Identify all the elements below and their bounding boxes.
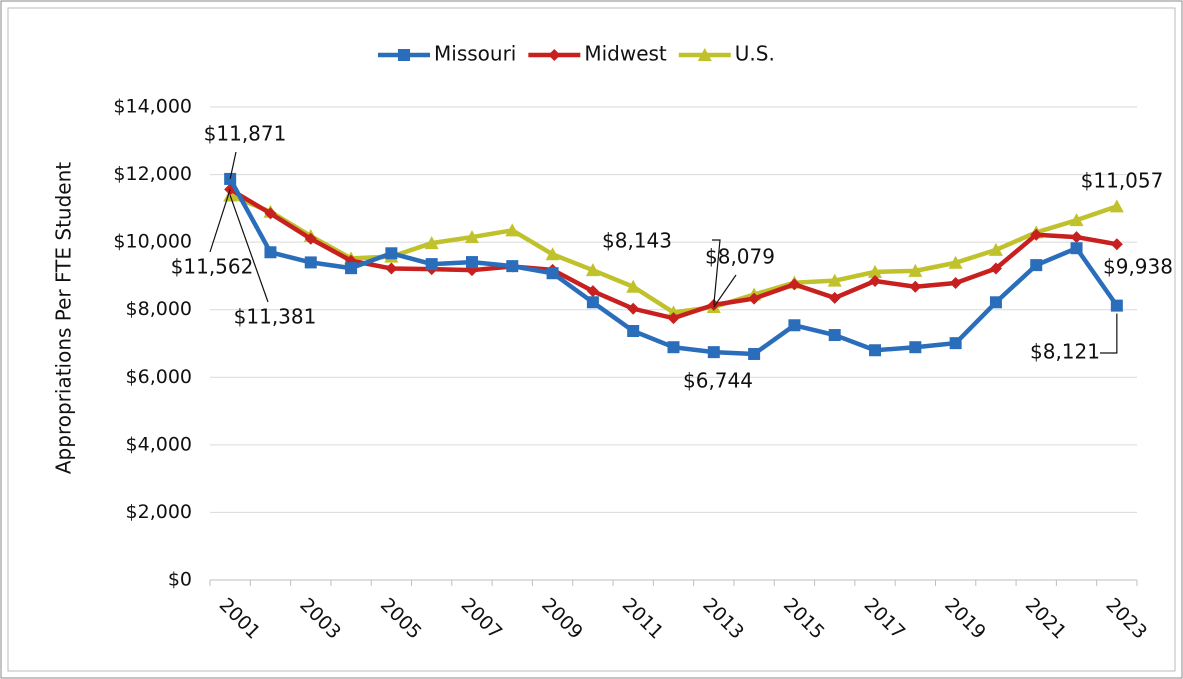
data-label: $11,381: [234, 305, 317, 329]
marker: [546, 267, 559, 280]
marker: [1030, 259, 1043, 272]
marker: [1110, 238, 1123, 251]
marker: [385, 262, 398, 275]
leader-line: [713, 274, 737, 308]
marker: [585, 263, 600, 277]
marker: [506, 260, 519, 273]
marker: [545, 247, 560, 261]
marker: [788, 319, 801, 332]
y-tick-label: $2,000: [126, 501, 192, 523]
marker: [465, 256, 478, 269]
marker: [1069, 213, 1084, 227]
series-markers: [224, 183, 1123, 325]
y-tick-label: $0: [168, 569, 192, 591]
marker: [788, 278, 801, 291]
y-tick-label: $6,000: [126, 366, 192, 388]
marker: [908, 263, 923, 277]
marker: [869, 344, 882, 357]
y-axis-label: Appropriations Per FTE Student: [52, 162, 76, 474]
marker: [748, 347, 761, 360]
y-tick-label: $4,000: [126, 433, 192, 455]
marker: [828, 291, 841, 304]
marker: [748, 292, 761, 305]
marker: [548, 49, 561, 61]
data-label: $8,079: [705, 245, 775, 269]
data-label: $11,871: [204, 122, 287, 146]
marker: [949, 277, 962, 290]
marker: [627, 324, 640, 337]
legend-label: U.S.: [735, 42, 775, 66]
marker: [627, 302, 640, 315]
marker: [828, 329, 841, 342]
leader-line: [229, 151, 237, 180]
marker: [949, 337, 962, 350]
marker: [667, 341, 680, 354]
marker: [586, 285, 599, 298]
legend-label: Midwest: [584, 42, 667, 66]
marker: [869, 274, 882, 287]
marker: [626, 279, 641, 293]
data-label: $11,057: [1081, 169, 1164, 193]
data-label: $11,562: [171, 255, 254, 279]
y-tick-label: $8,000: [126, 298, 192, 320]
plot-frame: [7, 7, 1176, 672]
marker: [1070, 231, 1083, 244]
marker: [586, 296, 599, 309]
legend-label: Missouri: [434, 42, 516, 66]
marker: [264, 207, 277, 220]
marker: [827, 273, 842, 287]
marker: [989, 262, 1002, 275]
marker: [697, 48, 712, 61]
y-tick-label: $10,000: [113, 231, 192, 253]
data-label: $8,143: [602, 229, 672, 253]
y-tick-label: $12,000: [113, 163, 192, 185]
leader-line: [229, 195, 269, 303]
marker: [425, 258, 438, 271]
marker: [948, 255, 963, 269]
marker: [464, 230, 479, 244]
marker: [1070, 242, 1083, 255]
marker: [1110, 299, 1123, 312]
marker: [264, 246, 277, 259]
marker: [505, 223, 520, 237]
leader-line: [1100, 313, 1118, 354]
marker: [1109, 199, 1124, 213]
marker: [909, 280, 922, 293]
marker: [868, 264, 883, 278]
marker: [385, 247, 398, 260]
leader-line: [209, 189, 231, 253]
marker: [909, 341, 922, 354]
data-label: $6,744: [683, 369, 753, 393]
marker: [988, 242, 1003, 256]
y-tick-label: $14,000: [113, 96, 192, 118]
marker: [345, 262, 358, 275]
marker: [424, 236, 439, 250]
marker: [398, 49, 410, 61]
leader-line: [712, 239, 721, 305]
marker: [707, 346, 720, 359]
marker: [1030, 228, 1043, 241]
marker: [989, 296, 1002, 309]
marker: [304, 256, 317, 269]
series-markers: [224, 172, 1123, 360]
marker: [667, 312, 680, 325]
marker: [304, 232, 317, 245]
data-label: $8,121: [1030, 340, 1100, 364]
data-label: $9,938: [1103, 255, 1173, 279]
